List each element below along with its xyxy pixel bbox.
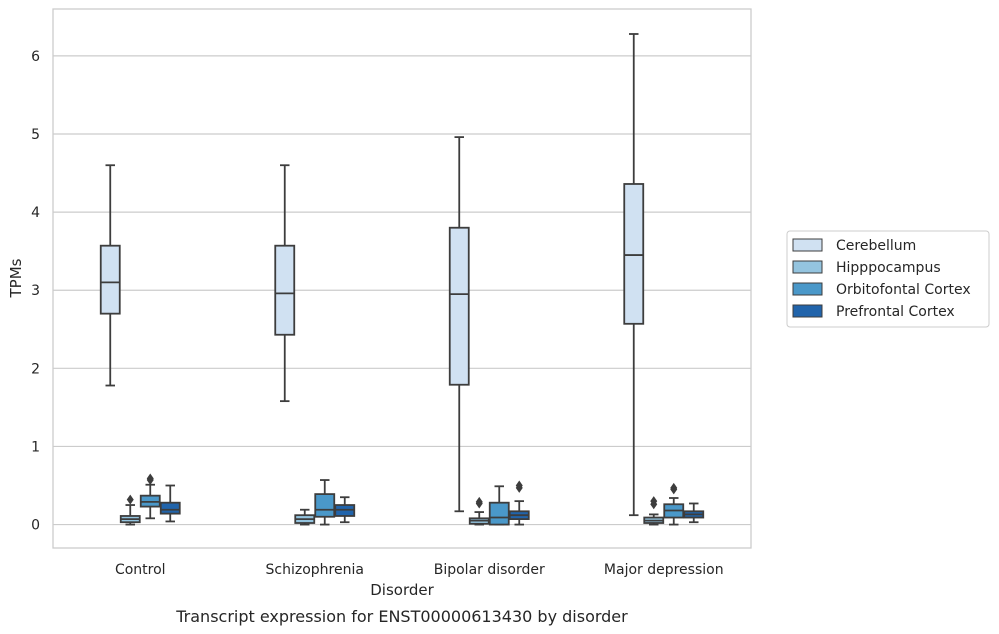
- box-1-3: [334, 496, 356, 524]
- box-body: [159, 501, 181, 515]
- chart-caption: Transcript expression for ENST0000061343…: [175, 607, 628, 626]
- box-3-0: [623, 33, 645, 517]
- box-0-1: [119, 494, 141, 526]
- x-tick-label: Major depression: [604, 562, 724, 578]
- box-3-3: [683, 502, 705, 524]
- box-2-0: [448, 136, 470, 513]
- legend-label: Cerebellum: [836, 238, 916, 254]
- outlier-point: [515, 480, 523, 491]
- box-3-1: [643, 496, 665, 526]
- x-tick-labels: Control Schizophrenia Bipolar disorder Majo…: [115, 562, 724, 578]
- box-2-2: [488, 485, 510, 526]
- box-0-0: [99, 164, 121, 387]
- outlier-point: [650, 496, 658, 507]
- outlier-point: [670, 482, 678, 493]
- box-series: [99, 33, 705, 526]
- legend-swatch: [792, 282, 823, 296]
- y-tick-labels: 0 1 2 3 4 5 6: [31, 49, 40, 534]
- legend: Cerebellum Hipppocampus Orbitofontal Corte…: [786, 230, 990, 328]
- box-2-3: [508, 480, 530, 526]
- box-1-2: [314, 479, 336, 526]
- legend-label: Orbitofontal Cortex: [836, 282, 971, 298]
- box-0-2: [139, 473, 161, 520]
- box-body: [99, 244, 121, 315]
- legend-label: Hipppocampus: [836, 260, 941, 276]
- y-tick-label: 4: [31, 205, 40, 221]
- x-tick-label: Schizophrenia: [266, 562, 364, 578]
- box-1-0: [274, 164, 296, 403]
- legend-swatch: [792, 304, 823, 318]
- box-1-1: [294, 508, 316, 526]
- y-tick-label: 6: [31, 49, 40, 65]
- y-axis-label: TPMs: [7, 258, 25, 298]
- y-tick-label: 5: [31, 127, 40, 143]
- box-body: [623, 183, 645, 325]
- outlier-point: [146, 473, 154, 484]
- legend-label: Prefrontal Cortex: [836, 304, 955, 320]
- grid-lines: [53, 55, 751, 526]
- box-body: [274, 244, 296, 336]
- outlier-point: [475, 496, 483, 507]
- box-body: [488, 501, 510, 526]
- x-axis-label: Disorder: [370, 581, 434, 599]
- box-3-2: [663, 482, 685, 526]
- box-body: [314, 493, 336, 518]
- y-tick-label: 1: [31, 439, 40, 455]
- x-tick-label: Control: [115, 562, 166, 578]
- plot-area: [52, 8, 752, 549]
- box-body: [448, 226, 470, 386]
- legend-swatch: [792, 260, 823, 274]
- y-tick-label: 3: [31, 283, 40, 299]
- legend-frame: [786, 230, 990, 328]
- box-2-1: [468, 496, 490, 526]
- y-tick-label: 0: [31, 518, 40, 534]
- legend-swatch: [792, 238, 823, 252]
- outlier-point: [126, 494, 134, 505]
- y-tick-label: 2: [31, 361, 40, 377]
- x-tick-label: Bipolar disorder: [434, 562, 545, 578]
- box-0-3: [159, 484, 181, 523]
